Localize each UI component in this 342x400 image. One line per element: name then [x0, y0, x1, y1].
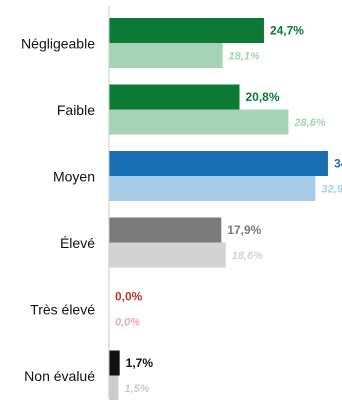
value-label-primary-moyen: 34,9% [334, 157, 342, 171]
category-label-moyen: Moyen [53, 169, 95, 185]
bar-primary-faible [109, 84, 240, 110]
value-label-primary-tres-eleve: 0,0% [115, 290, 143, 304]
category-label-faible: Faible [57, 102, 95, 118]
bar-primary-moyen [109, 151, 328, 176]
category-label-tres-eleve: Très élevé [30, 302, 95, 318]
value-label-primary-eleve: 17,9% [227, 223, 261, 237]
value-label-primary-faible: 20,8% [245, 90, 279, 104]
value-label-secondary-non-evalue: 1,5% [124, 383, 149, 395]
bar-secondary-eleve [109, 242, 226, 268]
value-label-primary-non-evalue: 1,7% [126, 356, 154, 370]
value-label-secondary-faible: 28,6% [293, 117, 325, 129]
bar-primary-eleve [109, 217, 222, 243]
value-label-secondary-negligeable: 18,1% [229, 50, 260, 62]
category-label-eleve: Élevé [60, 235, 95, 251]
bar-secondary-negligeable [109, 43, 223, 68]
value-label-secondary-moyen: 32,9% [321, 183, 342, 195]
bar-primary-negligeable [109, 18, 264, 43]
bar-secondary-moyen [109, 176, 316, 201]
bar-secondary-non-evalue [109, 375, 119, 400]
value-label-secondary-eleve: 18,6% [232, 250, 263, 262]
bar-secondary-faible [109, 109, 289, 135]
bar-primary-non-evalue [109, 350, 120, 376]
category-label-negligeable: Négligeable [21, 36, 95, 52]
category-label-non-evalue: Non évalué [24, 368, 95, 384]
value-label-secondary-tres-eleve: 0,0% [115, 316, 140, 328]
value-label-primary-negligeable: 24,7% [270, 24, 304, 38]
